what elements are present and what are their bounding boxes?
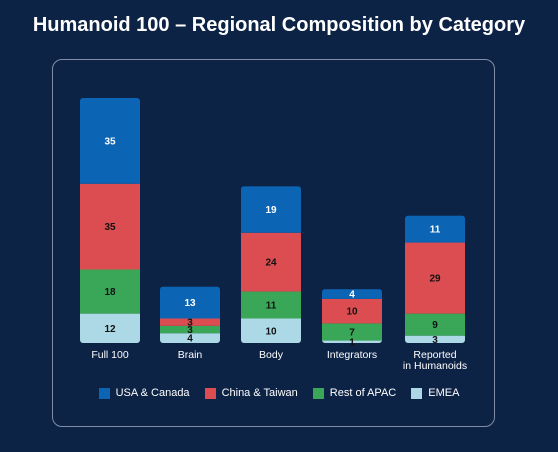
bar-value-label: 11: [266, 301, 277, 312]
bar-segment: [80, 183, 140, 270]
bar-segment: [160, 286, 220, 319]
bar-segment: [241, 318, 301, 343]
bar-segment: [322, 340, 382, 343]
bar-value-label: 35: [104, 136, 116, 147]
bar-segment: [405, 313, 465, 336]
x-tick-label: Integrators: [327, 349, 377, 361]
bar-stack: [80, 98, 140, 343]
bar-segment: [322, 323, 382, 341]
bar-segment: [160, 318, 220, 326]
bar-segment: [80, 98, 140, 184]
chart-panel: [52, 59, 495, 427]
x-tick-label: Body: [259, 349, 284, 361]
bar-value-label: 4: [187, 334, 193, 345]
x-tick-label: in Humanoids: [403, 360, 467, 372]
bar-value-label: 10: [265, 326, 277, 337]
x-tick-label: Brain: [178, 349, 203, 361]
bar-value-label: 3: [187, 325, 193, 336]
bar-value-label: 35: [104, 222, 116, 233]
legend-label: USA & Canada: [115, 387, 190, 399]
bar-value-label: 4: [349, 290, 355, 301]
legend-swatch: [98, 387, 110, 399]
legend-item: USA & Canada: [98, 387, 190, 399]
bar-segment: [80, 269, 140, 314]
bar-value-label: 3: [187, 318, 193, 329]
bar-value-label: 24: [265, 258, 277, 269]
chart-legend: USA & Canada China & Taiwan Rest of APAC EM…: [0, 387, 558, 399]
bar-value-label: 11: [430, 225, 441, 236]
bar-value-label: 7: [349, 327, 355, 338]
legend-item: Rest of APAC: [312, 387, 397, 399]
legend-label: Rest of APAC: [329, 387, 397, 399]
bar-segment: [160, 325, 220, 334]
legend-label: EMEA: [428, 387, 460, 399]
bar-value-label: 1: [349, 337, 355, 348]
legend-item: EMEA: [411, 387, 459, 399]
bar-value-label: 10: [346, 307, 358, 318]
bar-segment: [80, 313, 140, 343]
bar-segment: [322, 298, 382, 324]
x-tick-label: Reported: [413, 349, 456, 361]
bar-segment: [405, 242, 465, 314]
bar-value-label: 12: [104, 324, 116, 335]
bar-segment: [241, 186, 301, 233]
bar-value-label: 29: [429, 274, 441, 285]
bar-segment: [322, 289, 382, 299]
legend-label: China & Taiwan: [221, 387, 298, 399]
legend-swatch: [204, 387, 216, 399]
legend-swatch: [312, 387, 324, 399]
bar-value-label: 13: [184, 298, 196, 309]
bar-segment: [241, 232, 301, 292]
legend-item: China & Taiwan: [204, 387, 298, 399]
bar-segment: [160, 333, 220, 343]
bar-segment: [405, 215, 465, 243]
bar-value-label: 3: [432, 335, 438, 346]
bar-segment: [405, 335, 465, 343]
bar-segment: [241, 291, 301, 319]
bar-stack: [405, 215, 465, 343]
bar-stack: [322, 289, 382, 343]
bar-value-label: 18: [104, 287, 116, 298]
bar-stack: [160, 286, 220, 343]
bar-value-label: 9: [432, 320, 438, 331]
legend-swatch: [411, 387, 423, 399]
chart-title: Humanoid 100 – Regional Composition by C…: [32, 14, 526, 36]
x-tick-label: Full 100: [91, 349, 129, 361]
bar-value-label: 19: [265, 205, 277, 216]
bar-stack: [241, 186, 301, 343]
